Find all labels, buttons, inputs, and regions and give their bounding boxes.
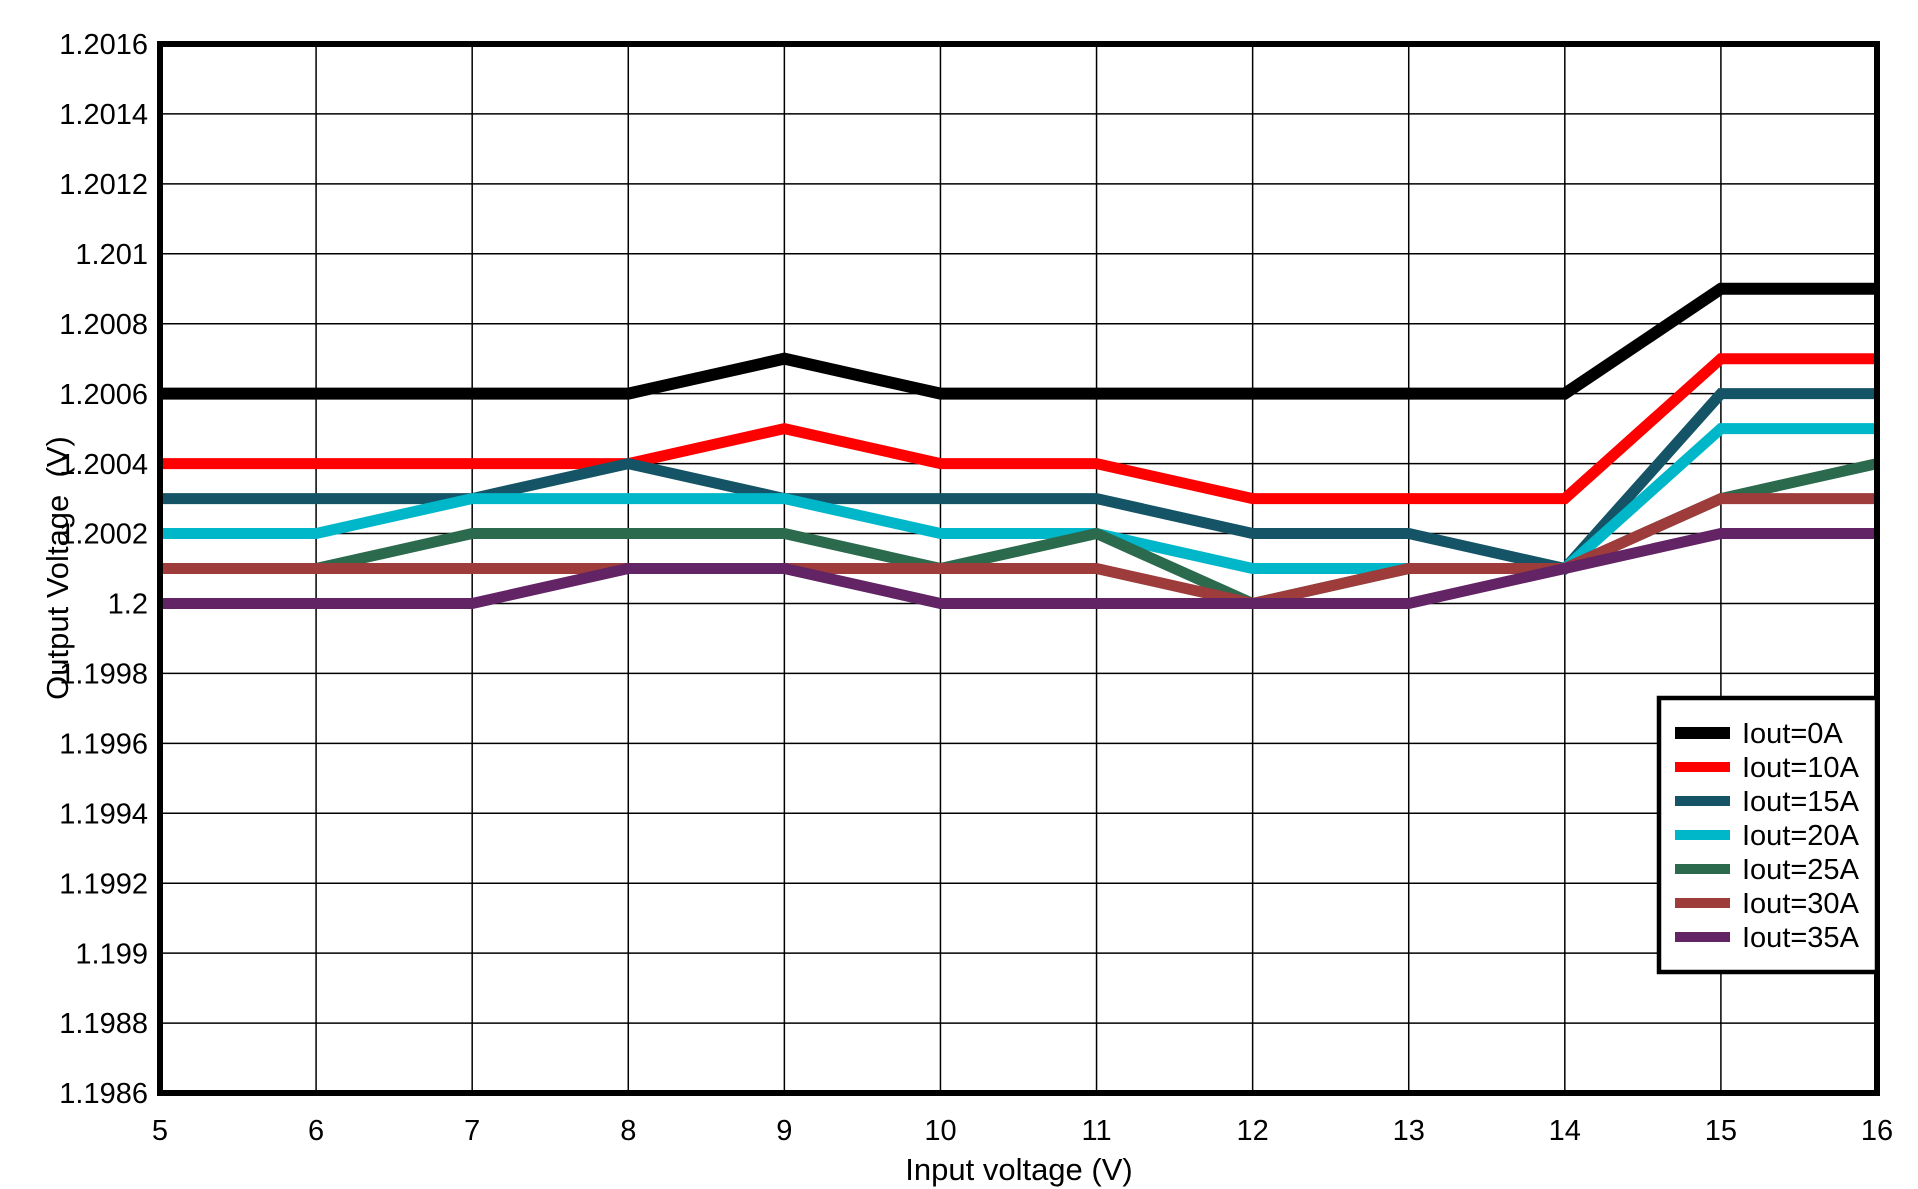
- y-tick-label-1.2002: 1.2002: [59, 519, 148, 551]
- legend-label-iout-10a: Iout=10A: [1742, 752, 1860, 784]
- x-tick-label-14: 14: [1549, 1115, 1581, 1147]
- y-tick-label-1.1996: 1.1996: [59, 728, 148, 760]
- x-tick-label-5: 5: [152, 1115, 168, 1147]
- y-tick-label-1.1986: 1.1986: [59, 1078, 148, 1110]
- legend-label-iout-35a: Iout=35A: [1742, 922, 1860, 954]
- y-tick-label-1.1992: 1.1992: [59, 868, 148, 900]
- y-tick-label-1.1994: 1.1994: [59, 798, 148, 830]
- y-tick-label-1.2014: 1.2014: [59, 99, 148, 131]
- y-axis-title: Output Voltage (V): [40, 436, 75, 700]
- x-tick-label-7: 7: [464, 1115, 480, 1147]
- plot-border: [157, 41, 1880, 1096]
- legend-label-iout-25a: Iout=25A: [1742, 854, 1860, 886]
- series-line-iout-30a: [160, 493, 1877, 610]
- x-tick-label-6: 6: [308, 1115, 324, 1147]
- legend-label-iout-15a: Iout=15A: [1742, 786, 1860, 818]
- x-tick-label-10: 10: [924, 1115, 956, 1147]
- x-tick-label-8: 8: [620, 1115, 636, 1147]
- legend-label-iout-30a: Iout=30A: [1742, 888, 1860, 920]
- y-tick-label-1.2012: 1.2012: [59, 169, 148, 201]
- series-line-iout-20a: [160, 423, 1877, 574]
- series-line-iout-35a: [160, 528, 1877, 609]
- y-tick-label-1.2004: 1.2004: [59, 449, 148, 481]
- x-tick-label-11: 11: [1081, 1115, 1111, 1147]
- x-tick-label-9: 9: [776, 1115, 792, 1147]
- series-line-iout-10a: [160, 353, 1877, 505]
- legend-label-iout-20a: Iout=20A: [1742, 820, 1860, 852]
- y-tick-label-1.2016: 1.2016: [59, 29, 148, 61]
- legend-label-iout-0a: Iout=0A: [1742, 718, 1843, 750]
- y-tick-label-1.201: 1.201: [75, 239, 148, 271]
- x-tick-label-13: 13: [1393, 1115, 1425, 1147]
- x-tick-label-15: 15: [1705, 1115, 1737, 1147]
- x-tick-label-12: 12: [1237, 1115, 1269, 1147]
- y-tick-label-1.2006: 1.2006: [59, 379, 148, 411]
- series-line-iout-0a: [160, 282, 1877, 400]
- y-tick-label-1.199: 1.199: [75, 938, 148, 970]
- x-tick-label-16: 16: [1861, 1115, 1893, 1147]
- x-axis-title: Input voltage (V): [905, 1152, 1133, 1187]
- y-tick-label-1.1988: 1.1988: [59, 1008, 148, 1040]
- y-tick-label-1.1998: 1.1998: [59, 659, 148, 691]
- y-tick-label-1.2: 1.2: [108, 589, 148, 621]
- y-tick-label-1.2008: 1.2008: [59, 309, 148, 341]
